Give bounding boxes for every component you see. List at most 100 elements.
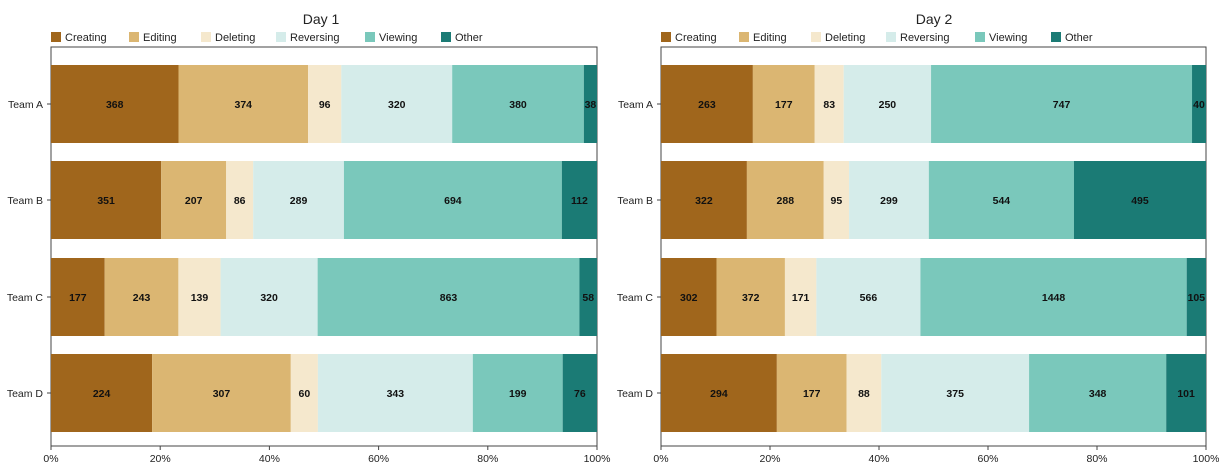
bar-value-label: 375 [946,388,964,400]
legend-label-viewing: Viewing [989,32,1027,44]
bar-team-a-viewing [931,65,1193,143]
bar-value-label: 566 [860,292,878,304]
category-label: Team C [7,292,44,304]
bar-value-label: 263 [698,99,716,111]
legend-label-reversing: Reversing [290,32,340,44]
legend-label-editing: Editing [753,32,787,44]
legend-swatch-viewing [975,32,985,42]
legend: Creating Editing Deleting Reversing Viewing O… [661,32,1093,44]
plot-frame [660,46,1207,447]
x-tick-label: 80% [1086,453,1107,465]
bar-value-label: 374 [235,99,253,111]
bar-team-a-other [1192,65,1206,143]
legend-swatch-editing [129,32,139,42]
bar-value-label: 101 [1177,388,1195,400]
bar-team-a-editing [178,65,309,143]
bar-value-label: 224 [93,388,111,400]
chart-panel-1: Day 1 Creating Editing Deleting Reversing Vie… [7,11,611,465]
bar-value-label: 139 [191,292,209,304]
legend-swatch-deleting [811,32,821,42]
bar-value-label: 105 [1188,292,1206,304]
x-tick-label: 20% [150,453,171,465]
bar-team-d-viewing [472,354,563,432]
bar-value-label: 112 [571,195,588,207]
bar-value-label: 343 [387,388,405,400]
bar-team-c-editing [104,258,179,336]
bar-team-a-creating [661,65,753,143]
bar-team-a-viewing [452,65,584,143]
bar-team-b-deleting [226,161,254,239]
bar-value-label: 289 [290,195,308,207]
legend-label-viewing: Viewing [379,32,417,44]
bar-team-d-editing [776,354,847,432]
legend-swatch-reversing [276,32,286,42]
legend-swatch-reversing [886,32,896,42]
bar-team-b-reversing [849,161,929,239]
bar-value-label: 351 [97,195,115,207]
bar-team-b-other [561,161,597,239]
legend: Creating Editing Deleting Reversing Viewing O… [51,32,483,44]
bar-team-b-creating [661,161,747,239]
x-tick-label: 20% [759,453,780,465]
bar-team-c-creating [661,258,717,336]
plot-frame [50,46,598,447]
x-tick-label: 100% [1193,453,1219,465]
bar-value-label: 207 [185,195,203,207]
category-label: Team B [7,195,43,207]
legend-swatch-viewing [365,32,375,42]
bar-team-a-editing [752,65,815,143]
bar-value-label: 76 [574,388,586,400]
bar-value-label: 177 [803,388,821,400]
legend-swatch-deleting [201,32,211,42]
bar-value-label: 177 [775,99,793,111]
bar-value-label: 320 [388,99,406,111]
bar-team-d-deleting [290,354,318,432]
legend-label-deleting: Deleting [825,32,865,44]
bar-team-b-other [1073,161,1206,239]
category-label: Team A [618,99,653,111]
bar-value-label: 199 [509,388,527,400]
bar-value-label: 1448 [1042,292,1066,304]
bar-team-d-creating [661,354,777,432]
bar-team-c-other [1186,258,1206,336]
bar-value-label: 60 [299,388,311,400]
category-label: Team D [617,388,654,400]
legend-label-other: Other [1065,32,1093,44]
x-tick-label: 100% [584,453,611,465]
bar-team-c-creating [51,258,105,336]
bar-team-d-deleting [846,354,882,432]
bar-value-label: 380 [509,99,527,111]
bar-team-b-viewing [928,161,1074,239]
bar-value-label: 302 [680,292,698,304]
bar-team-c-viewing [920,258,1187,336]
bar-team-a-reversing [341,65,453,143]
legend-swatch-other [1051,32,1061,42]
x-tick-label: 80% [477,453,498,465]
bar-value-label: 83 [823,99,835,111]
bar-team-b-creating [51,161,162,239]
legend-swatch-editing [739,32,749,42]
chart-title: Day 1 [303,11,340,27]
x-tick-label: 40% [259,453,280,465]
bar-value-label: 307 [213,388,231,400]
bar-value-label: 86 [234,195,246,207]
bar-team-c-viewing [317,258,580,336]
bar-team-a-other [583,65,597,143]
x-tick-label: 60% [977,453,998,465]
legend-swatch-other [441,32,451,42]
bar-team-a-creating [51,65,179,143]
legend-label-reversing: Reversing [900,32,950,44]
bar-team-b-deleting [823,161,850,239]
bar-value-label: 747 [1053,99,1071,111]
bar-team-b-editing [746,161,824,239]
bar-team-a-deleting [308,65,342,143]
bar-value-label: 694 [444,195,462,207]
bar-value-label: 88 [858,388,870,400]
bar-team-c-other [579,258,597,336]
bar-team-d-other [1166,354,1206,432]
bar-team-d-editing [152,354,291,432]
bar-value-label: 58 [582,292,594,304]
bar-value-label: 863 [440,292,458,304]
legend-label-deleting: Deleting [215,32,255,44]
